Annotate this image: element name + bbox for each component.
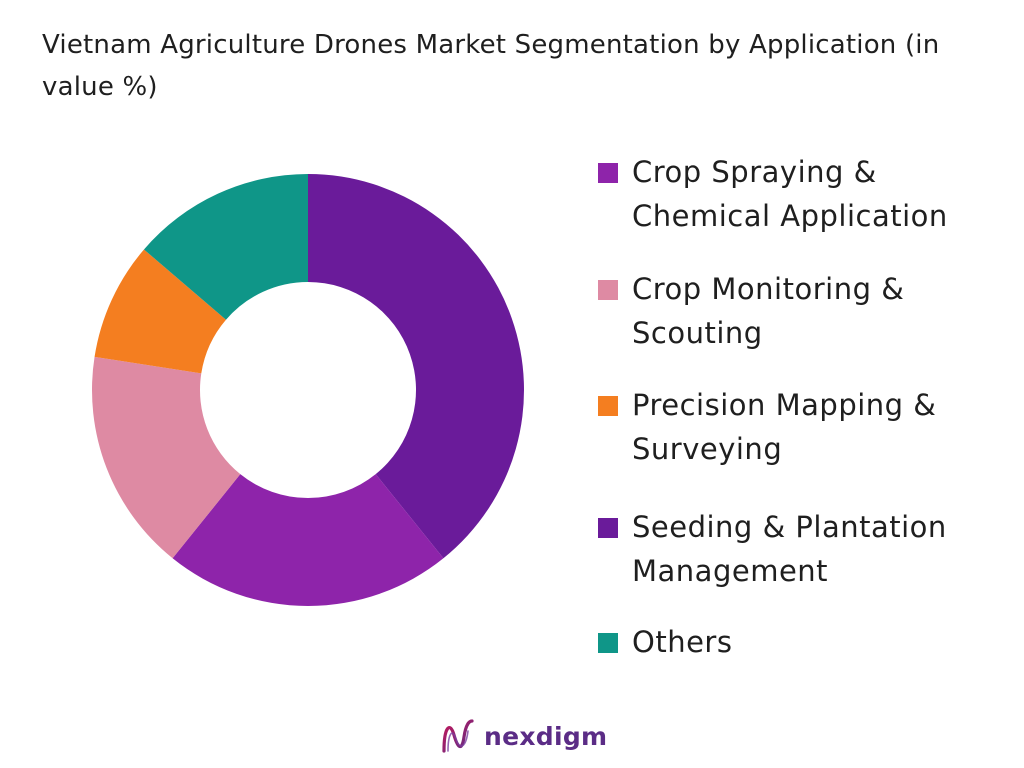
legend-label: Crop Monitoring & Scouting (632, 267, 1002, 355)
legend-label: Seeding & Plantation Management (632, 505, 1002, 593)
legend-label-line: Chemical Application (632, 199, 948, 233)
chart-title: Vietnam Agriculture Drones Market Segmen… (42, 30, 940, 102)
donut-slice-crop-spraying-chemical-application (308, 174, 525, 559)
brand-name: nexdigm (484, 721, 608, 751)
legend-label-line: Surveying (632, 432, 783, 466)
legend-item: Others (598, 620, 1002, 664)
legend-label: Crop Spraying & Chemical Application (632, 150, 1002, 238)
legend-item: Crop Spraying & Chemical Application (598, 150, 1002, 238)
legend-label-line: Others (632, 625, 733, 659)
legend-label-line: Crop Monitoring & (632, 272, 905, 306)
legend-label: Others (632, 620, 1002, 664)
legend-swatch (598, 633, 618, 653)
legend-swatch (598, 280, 618, 300)
donut-slice-seeding-plantation-management (172, 474, 444, 606)
legend-label-line: Management (632, 554, 829, 588)
nexdigm-logo-icon (442, 719, 474, 753)
legend-swatch (598, 518, 618, 538)
brand-logo: nexdigm (440, 716, 607, 756)
legend-swatch (598, 163, 618, 183)
legend-item: Crop Monitoring & Scouting (598, 267, 1002, 355)
legend-item: Seeding & Plantation Management (598, 505, 1002, 593)
donut-slice-precision-mapping-surveying (94, 249, 226, 374)
legend-label-line: Crop Spraying & (632, 155, 877, 189)
legend-label: Precision Mapping & Surveying (632, 383, 1002, 471)
legend-label-line: Precision Mapping & (632, 388, 937, 422)
legend-label-line: Seeding & Plantation (632, 510, 947, 544)
donut-slice-others (143, 174, 308, 320)
donut-slice-crop-monitoring-scouting (91, 356, 241, 559)
legend-label-line: Scouting (632, 316, 763, 350)
legend-item: Precision Mapping & Surveying (598, 383, 1002, 471)
legend-swatch (598, 396, 618, 416)
